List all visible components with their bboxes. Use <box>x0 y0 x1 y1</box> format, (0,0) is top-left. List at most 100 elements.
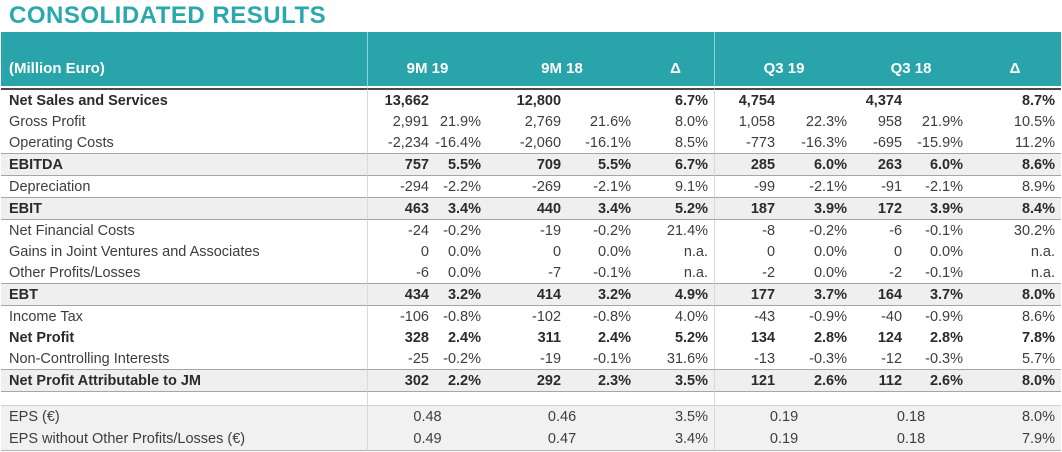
value-cell: 8.0% <box>969 369 1062 392</box>
row-label: Net Profit Attributable to JM <box>1 369 367 392</box>
row-label: EPS without Other Profits/Losses (€) <box>1 428 367 451</box>
value-cell: 3.5% <box>637 405 715 428</box>
value-cell: -2.1% <box>809 178 848 195</box>
value-cell: 8.0% <box>674 113 709 130</box>
value-cell: -0.2% <box>443 222 482 239</box>
header-row: (Million Euro) 9M 19 9M 18 Δ Q3 19 Q3 18… <box>1 32 1062 88</box>
table-row: EPS without Other Profits/Losses (€) 0.49… <box>1 428 1062 451</box>
value-cell: 13,662 <box>367 88 435 111</box>
value-cell: -2.1% <box>925 178 964 195</box>
row-label: Depreciation <box>9 178 91 195</box>
value-cell: -0.1% <box>925 222 964 239</box>
value-cell: -8 <box>714 220 781 241</box>
value-cell: 0.48 <box>367 405 488 428</box>
value-cell: 2.6% <box>908 369 970 392</box>
value-cell: n.a. <box>683 243 709 260</box>
spacer-row <box>1 392 1061 405</box>
col-header-9m19: 9M 19 <box>367 32 488 88</box>
value-cell: 8.0% <box>969 283 1062 306</box>
value-cell: 7.9% <box>969 428 1062 451</box>
value-cell: 8.6% <box>969 153 1062 176</box>
value-cell: 30.2% <box>1013 222 1056 239</box>
table-row: Net Profit 328 2.4% 311 2.4% 5.2% 134 2.8% 124 2.… <box>1 327 1061 348</box>
value-cell: 187 <box>714 197 782 220</box>
value-cell: 21.4% <box>666 222 709 239</box>
value-cell: -6 <box>367 262 435 283</box>
value-cell: 172 <box>853 197 909 220</box>
value-cell: -91 <box>881 178 903 195</box>
value-cell: 3.9% <box>781 197 854 220</box>
value-cell: 3.9% <box>908 197 970 220</box>
value-cell: 0.0% <box>813 243 848 260</box>
value-cell: -2.1% <box>593 178 632 195</box>
value-cell: 3.7% <box>908 283 970 306</box>
value-cell: -294 <box>367 176 435 197</box>
value-cell: -13 <box>714 348 781 369</box>
value-cell: -0.8% <box>593 308 632 325</box>
value-cell: 0 <box>552 243 562 260</box>
row-label: Net Financial Costs <box>9 222 135 239</box>
value-cell: -0.1% <box>593 264 632 281</box>
value-cell: 0.18 <box>853 405 970 428</box>
value-cell: 2.2% <box>435 369 488 392</box>
value-cell: 22.3% <box>805 113 848 130</box>
value-cell: -0.3% <box>809 350 848 367</box>
value-cell: 0 <box>367 241 435 262</box>
value-cell: 958 <box>877 113 903 130</box>
value-cell: 21.9% <box>921 113 964 130</box>
value-cell: 2.6% <box>781 369 854 392</box>
value-cell: -16.1% <box>585 134 632 151</box>
value-cell: -24 <box>367 220 435 241</box>
table-body: Net Sales and Services 13,662 12,800 6.7% 4,… <box>1 88 1062 451</box>
table-row: Net Sales and Services 13,662 12,800 6.7% 4,… <box>1 88 1062 111</box>
col-header-delta-9m: Δ <box>637 32 715 88</box>
value-cell: 8.7% <box>969 88 1062 111</box>
row-label: EBIT <box>1 197 367 220</box>
value-cell: 164 <box>853 283 909 306</box>
row-label: Non-Controlling Interests <box>9 350 170 367</box>
table-row: Net Financial Costs -24 -0.2% -19 -0.2% 21.4%… <box>1 220 1061 241</box>
table-row: EBITDA 757 5.5% 709 5.5% 6.7% 285 6.0% 263 6.0% 8.… <box>1 153 1062 176</box>
row-label: Operating Costs <box>9 134 114 151</box>
page-title: CONSOLIDATED RESULTS <box>9 2 327 29</box>
value-cell: 328 <box>367 327 435 348</box>
value-cell: 0.0% <box>597 243 632 260</box>
value-cell: -2,234 <box>367 132 435 153</box>
value-cell: 8.9% <box>1021 178 1056 195</box>
value-cell: -0.8% <box>443 308 482 325</box>
value-cell: -19 <box>540 350 562 367</box>
table-row: Net Profit Attributable to JM 302 2.2% 292 2… <box>1 369 1062 392</box>
row-label: Net Sales and Services <box>1 88 367 111</box>
value-cell: 434 <box>367 283 435 306</box>
value-cell: 292 <box>487 369 568 392</box>
spacer-cell <box>714 392 1061 405</box>
value-cell: -773 <box>714 132 781 153</box>
value-cell: -269 <box>531 178 562 195</box>
value-cell: 0.0% <box>447 243 482 260</box>
value-cell: 0.19 <box>714 405 854 428</box>
value-cell: 5.5% <box>435 153 488 176</box>
value-cell: 0.18 <box>853 428 970 451</box>
value-cell: -2,060 <box>519 134 562 151</box>
value-cell: 263 <box>853 153 909 176</box>
value-cell: 709 <box>487 153 568 176</box>
value-cell: 12,800 <box>487 88 568 111</box>
value-cell: 2,991 <box>367 111 435 132</box>
value-cell: 8.0% <box>969 405 1062 428</box>
value-cell: 4,374 <box>853 88 909 111</box>
col-header-q319: Q3 19 <box>714 32 854 88</box>
value-cell: 0.47 <box>487 428 638 451</box>
value-cell: 2,769 <box>524 113 562 130</box>
value-cell: 3.4% <box>567 197 638 220</box>
value-cell: -695 <box>873 134 903 151</box>
value-cell: 440 <box>487 197 568 220</box>
row-label: EBITDA <box>1 153 367 176</box>
value-cell: 311 <box>537 329 562 346</box>
table-row: Gross Profit 2,991 21.9% 2,769 21.6% 8.0% 1,05… <box>1 111 1061 132</box>
value-cell: 4.0% <box>674 308 709 325</box>
value-cell: -0.9% <box>809 308 848 325</box>
value-cell: 134 <box>714 327 781 348</box>
value-cell <box>567 88 638 111</box>
value-cell: 4,754 <box>714 88 782 111</box>
value-cell: -0.2% <box>809 222 848 239</box>
